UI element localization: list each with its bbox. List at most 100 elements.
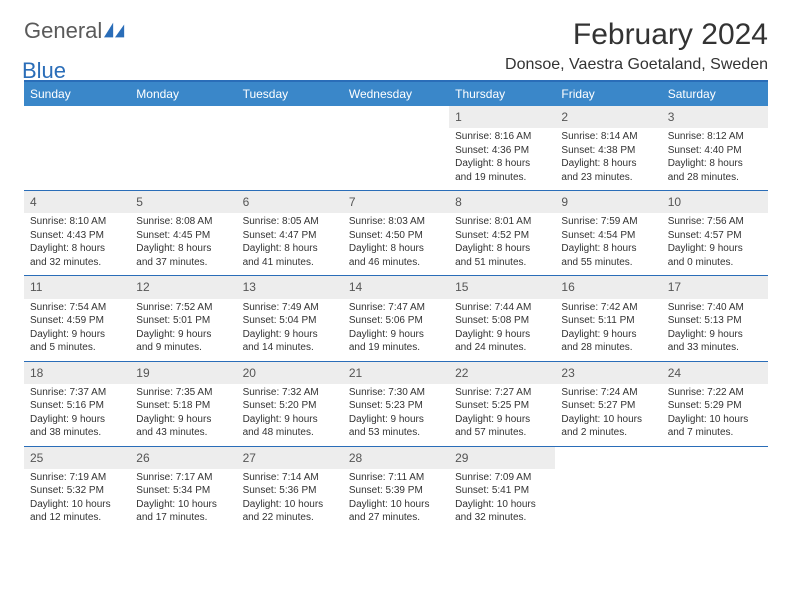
day-number-cell (555, 446, 661, 469)
day-number-cell: 23 (555, 361, 661, 384)
weekday-header: Thursday (449, 82, 555, 106)
sunset-line: Sunset: 4:59 PM (30, 314, 124, 328)
sunrise-line: Sunrise: 7:47 AM (349, 301, 443, 315)
day-details-cell: Sunrise: 7:49 AMSunset: 5:04 PMDaylight:… (237, 299, 343, 362)
sunrise-line: Sunrise: 7:37 AM (30, 386, 124, 400)
sunset-line: Sunset: 5:13 PM (668, 314, 762, 328)
sunrise-line: Sunrise: 7:14 AM (243, 471, 337, 485)
day-number-cell: 15 (449, 276, 555, 299)
sunset-line: Sunset: 4:50 PM (349, 229, 443, 243)
day-number-cell (130, 106, 236, 128)
day-details-cell: Sunrise: 7:35 AMSunset: 5:18 PMDaylight:… (130, 384, 236, 447)
sunset-line: Sunset: 5:06 PM (349, 314, 443, 328)
sunrise-line: Sunrise: 7:11 AM (349, 471, 443, 485)
day-number-cell: 9 (555, 191, 661, 214)
daylight-line: Daylight: 8 hours and 46 minutes. (349, 242, 443, 269)
sunset-line: Sunset: 5:08 PM (455, 314, 549, 328)
day-number-cell: 28 (343, 446, 449, 469)
daylight-line: Daylight: 9 hours and 57 minutes. (455, 413, 549, 440)
sunrise-line: Sunrise: 7:54 AM (30, 301, 124, 315)
day-details-cell: Sunrise: 7:11 AMSunset: 5:39 PMDaylight:… (343, 469, 449, 531)
daylight-line: Daylight: 9 hours and 14 minutes. (243, 328, 337, 355)
day-number-row: 11121314151617 (24, 276, 768, 299)
sunrise-line: Sunrise: 8:14 AM (561, 130, 655, 144)
day-number-cell: 25 (24, 446, 130, 469)
weekday-header: Saturday (662, 82, 768, 106)
daylight-line: Daylight: 9 hours and 38 minutes. (30, 413, 124, 440)
sunrise-line: Sunrise: 7:40 AM (668, 301, 762, 315)
day-details-cell (130, 128, 236, 191)
day-number-row: 18192021222324 (24, 361, 768, 384)
sunset-line: Sunset: 5:23 PM (349, 399, 443, 413)
day-number-cell: 27 (237, 446, 343, 469)
day-details-row: Sunrise: 8:10 AMSunset: 4:43 PMDaylight:… (24, 213, 768, 276)
sunrise-line: Sunrise: 8:16 AM (455, 130, 549, 144)
daylight-line: Daylight: 9 hours and 9 minutes. (136, 328, 230, 355)
day-details-cell: Sunrise: 7:32 AMSunset: 5:20 PMDaylight:… (237, 384, 343, 447)
day-details-cell: Sunrise: 8:16 AMSunset: 4:36 PMDaylight:… (449, 128, 555, 191)
day-number-cell: 7 (343, 191, 449, 214)
day-details-cell: Sunrise: 7:40 AMSunset: 5:13 PMDaylight:… (662, 299, 768, 362)
day-number-cell: 4 (24, 191, 130, 214)
weekday-header: Friday (555, 82, 661, 106)
day-details-cell: Sunrise: 8:08 AMSunset: 4:45 PMDaylight:… (130, 213, 236, 276)
daylight-line: Daylight: 8 hours and 32 minutes. (30, 242, 124, 269)
day-number-cell: 13 (237, 276, 343, 299)
day-details-cell: Sunrise: 7:42 AMSunset: 5:11 PMDaylight:… (555, 299, 661, 362)
day-details-cell: Sunrise: 7:17 AMSunset: 5:34 PMDaylight:… (130, 469, 236, 531)
sunrise-line: Sunrise: 7:24 AM (561, 386, 655, 400)
sunset-line: Sunset: 5:39 PM (349, 484, 443, 498)
sunrise-line: Sunrise: 7:09 AM (455, 471, 549, 485)
day-number-cell: 11 (24, 276, 130, 299)
sunrise-line: Sunrise: 8:05 AM (243, 215, 337, 229)
sunset-line: Sunset: 5:27 PM (561, 399, 655, 413)
sunset-line: Sunset: 5:20 PM (243, 399, 337, 413)
sunrise-line: Sunrise: 7:59 AM (561, 215, 655, 229)
sunset-line: Sunset: 5:25 PM (455, 399, 549, 413)
day-details-cell: Sunrise: 7:59 AMSunset: 4:54 PMDaylight:… (555, 213, 661, 276)
day-number-cell: 16 (555, 276, 661, 299)
day-details-row: Sunrise: 7:54 AMSunset: 4:59 PM Daylight:… (24, 299, 768, 362)
daylight-line: Daylight: 8 hours and 19 minutes. (455, 157, 549, 184)
sunrise-line: Sunrise: 8:01 AM (455, 215, 549, 229)
sunrise-line: Sunrise: 7:30 AM (349, 386, 443, 400)
sunset-line: Sunset: 4:38 PM (561, 144, 655, 158)
day-details-cell: Sunrise: 7:22 AMSunset: 5:29 PMDaylight:… (662, 384, 768, 447)
sunset-line: Sunset: 4:40 PM (668, 144, 762, 158)
daylight-line: Daylight: 9 hours and 48 minutes. (243, 413, 337, 440)
daylight-line: Daylight: 10 hours and 17 minutes. (136, 498, 230, 525)
daylight-line: Daylight: 8 hours and 55 minutes. (561, 242, 655, 269)
daylight-line: Daylight: 8 hours and 37 minutes. (136, 242, 230, 269)
day-number-cell (24, 106, 130, 128)
day-number-row: 2526272829 (24, 446, 768, 469)
sunrise-line: Sunrise: 8:03 AM (349, 215, 443, 229)
logo-text-blue: Blue (22, 58, 66, 83)
day-details-cell (662, 469, 768, 531)
sunrise-line: Sunrise: 7:19 AM (30, 471, 124, 485)
sunset-line: Sunset: 5:04 PM (243, 314, 337, 328)
sunrise-line: Sunrise: 7:44 AM (455, 301, 549, 315)
day-number-row: 45678910 (24, 191, 768, 214)
day-number-cell: 2 (555, 106, 661, 128)
day-details-cell: Sunrise: 7:19 AMSunset: 5:32 PMDaylight:… (24, 469, 130, 531)
sunrise-line: Sunrise: 7:56 AM (668, 215, 762, 229)
daylight-line: Daylight: 8 hours and 41 minutes. (243, 242, 337, 269)
sunrise-line: Sunrise: 8:10 AM (30, 215, 124, 229)
day-details-cell: Sunrise: 8:12 AMSunset: 4:40 PMDaylight:… (662, 128, 768, 191)
logo-sail-icon (104, 22, 126, 38)
day-details-row: Sunrise: 7:37 AMSunset: 5:16 PMDaylight:… (24, 384, 768, 447)
day-number-cell: 19 (130, 361, 236, 384)
logo: General Blue (24, 18, 126, 70)
weekday-header-row: Sunday Monday Tuesday Wednesday Thursday… (24, 82, 768, 106)
sunrise-line: Sunrise: 7:52 AM (136, 301, 230, 315)
day-details-cell: Sunrise: 7:24 AMSunset: 5:27 PMDaylight:… (555, 384, 661, 447)
daylight-line: Daylight: 10 hours and 27 minutes. (349, 498, 443, 525)
day-number-cell: 5 (130, 191, 236, 214)
day-details-cell: Sunrise: 7:56 AMSunset: 4:57 PMDaylight:… (662, 213, 768, 276)
sunset-line: Sunset: 4:47 PM (243, 229, 337, 243)
day-details-row: Sunrise: 7:19 AMSunset: 5:32 PMDaylight:… (24, 469, 768, 531)
daylight-line: Daylight: 10 hours and 32 minutes. (455, 498, 549, 525)
day-details-cell (343, 128, 449, 191)
day-details-cell: Sunrise: 7:30 AMSunset: 5:23 PMDaylight:… (343, 384, 449, 447)
daylight-line: Daylight: 9 hours and 24 minutes. (455, 328, 549, 355)
